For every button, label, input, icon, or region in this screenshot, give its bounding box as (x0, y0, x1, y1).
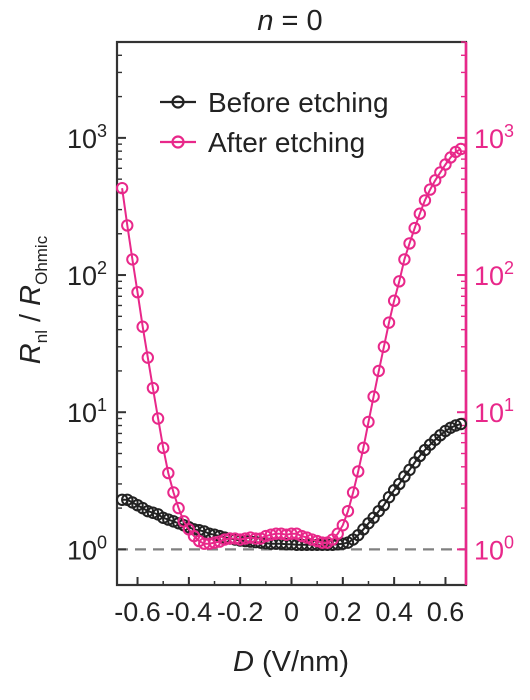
data-point-after-etching (362, 415, 375, 429)
x-tick-label: -0.6 (114, 597, 161, 627)
legend-label-before-etching: Before etching (208, 87, 389, 118)
y-left-tick-label: 102 (67, 258, 107, 291)
data-point-after-etching (141, 351, 154, 364)
data-point-after-etching (372, 364, 385, 378)
data-point-after-etching (418, 194, 432, 207)
data-point-after-etching (162, 466, 175, 480)
y-axis-right-ticks: 100 101 102 103 (457, 41, 514, 565)
legend-entry-after-etching: After etching (160, 127, 365, 158)
data-point-after-etching (367, 390, 380, 403)
x-tick-label: 0.2 (324, 597, 362, 627)
data-point-after-etching (146, 381, 160, 395)
legend-marker-before-etching (171, 95, 185, 109)
y-right-tick-label: 102 (474, 258, 514, 291)
legend-entry-before-etching: Before etching (160, 87, 389, 118)
data-point-after-etching (352, 465, 365, 478)
data-point-after-etching (413, 207, 427, 220)
data-point-after-etching (121, 219, 134, 232)
data-point-after-etching (136, 320, 149, 333)
data-point-after-etching (346, 486, 360, 499)
legend: Before etching After etching (160, 87, 389, 158)
y-left-tick-label: 101 (67, 395, 107, 428)
data-point-after-etching (115, 181, 129, 195)
data-point-after-etching (423, 183, 437, 196)
data-point-before-etching (146, 506, 160, 519)
data-point-after-etching (156, 441, 170, 455)
x-axis-label: D (V/nm) (233, 646, 349, 678)
x-tick-label: 0 (284, 597, 299, 627)
series-layer (115, 142, 468, 552)
data-point-after-etching (377, 340, 391, 353)
plot-frame (115, 40, 468, 587)
data-point-after-etching (341, 504, 355, 518)
data-point-after-etching (408, 221, 421, 235)
data-point-after-etching (336, 519, 350, 532)
y-right-tick-label: 103 (474, 121, 514, 154)
plot-area (115, 40, 468, 587)
series-after-etching (115, 142, 468, 550)
data-point-after-etching (382, 316, 396, 329)
x-axis-ticks: -0.6 -0.4 -0.2 0 0.2 0.4 0.6 (114, 577, 464, 627)
data-point-after-etching (454, 142, 468, 156)
y-axis-label: Rnl / ROhmic (15, 235, 51, 364)
data-point-before-etching (336, 537, 350, 550)
y-right-tick-label: 100 (474, 532, 514, 565)
data-point-after-etching (151, 412, 165, 425)
data-point-after-etching (387, 294, 401, 307)
y-left-tick-label: 100 (67, 532, 107, 565)
y-axis-left-ticks: 100 101 102 103 (67, 41, 126, 565)
series-line-after-etching (121, 148, 462, 545)
x-tick-label: -0.2 (217, 597, 264, 627)
x-tick-label: -0.4 (166, 597, 213, 627)
data-point-after-etching (131, 285, 144, 299)
data-point-after-etching (126, 253, 139, 266)
data-point-after-etching (357, 441, 370, 455)
data-point-after-etching (393, 275, 406, 288)
legend-label-after-etching: After etching (208, 127, 365, 158)
data-point-before-etching (449, 419, 462, 432)
x-tick-label: 0.6 (427, 597, 465, 627)
x-tick-label: 0.4 (375, 597, 413, 627)
chart-title: n = 0 (257, 5, 322, 37)
data-point-after-etching (172, 501, 185, 515)
data-point-after-etching (403, 237, 416, 250)
data-point-after-etching (398, 253, 411, 266)
y-left-tick-label: 103 (67, 121, 107, 154)
data-point-before-etching (454, 417, 468, 431)
data-point-after-etching (167, 486, 180, 499)
legend-marker-after-etching (171, 135, 185, 149)
y-right-tick-label: 101 (474, 395, 514, 428)
